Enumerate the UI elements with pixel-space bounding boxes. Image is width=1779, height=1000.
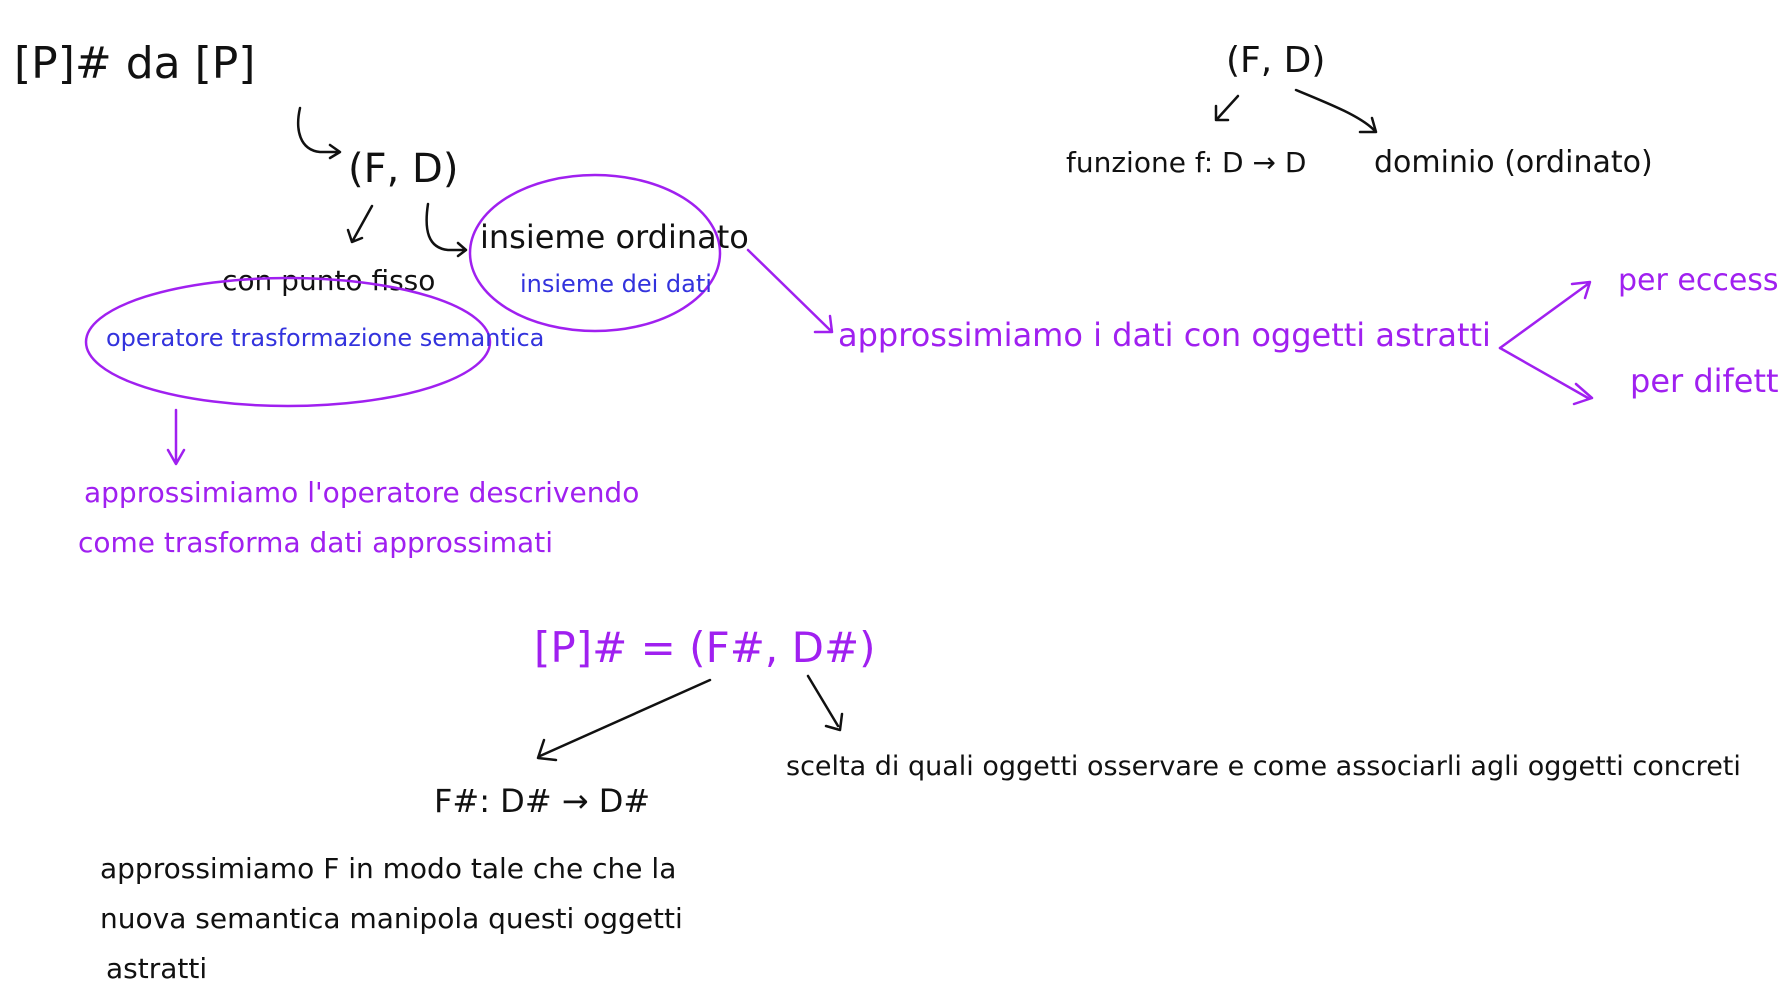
arrow-to-approx-operator (166, 408, 186, 466)
operator-ellipse (84, 276, 492, 408)
function-label: funzione f: D → D (1066, 146, 1306, 179)
approx-f-line-3: astratti (106, 952, 207, 985)
data-set-label: insieme dei dati (520, 270, 712, 298)
hook-arrow-to-ordered-set (425, 202, 468, 258)
by-excess-label: per eccesso (1618, 263, 1779, 298)
arrow-to-by-defect (1498, 346, 1594, 406)
ordered-set-ellipse (468, 173, 722, 333)
arrow-to-by-excess (1498, 280, 1592, 350)
arrow-to-domain (1294, 88, 1378, 134)
abstract-function-label: F#: D# → D# (434, 782, 650, 820)
abstract-semantics: [P]# = (F#, D#) (534, 623, 876, 672)
arrow-to-choice-objects (806, 674, 844, 732)
right-fd-pair: (F, D) (1226, 40, 1325, 81)
approx-f-line-1: approssimiamo F in modo tale che che la (100, 852, 676, 885)
approx-operator-line-1: approssimiamo l'operatore descrivendo (84, 476, 639, 509)
arrow-to-fixed-point (346, 204, 374, 244)
by-defect-label: per difetto (1630, 362, 1779, 400)
hook-arrow-to-fd (296, 106, 342, 160)
approx-data-label: approssimiamo i dati con oggetti astratt… (838, 316, 1491, 354)
choice-objects-label: scelta di quali oggetti osservare e come… (786, 751, 1741, 782)
top-left-title: [P]# da [P] (14, 38, 255, 89)
arrow-to-approx-data (746, 248, 834, 334)
approx-operator-line-2: come trasforma dati approssimati (78, 526, 553, 559)
fixed-point-label: con punto fisso (222, 264, 435, 297)
fd-pair: (F, D) (348, 146, 458, 192)
semantic-operator-label: operatore trasformazione semantica (106, 324, 544, 352)
ordered-set-label: insieme ordinato (480, 218, 749, 256)
approx-f-line-2: nuova semantica manipola questi oggetti (100, 902, 683, 935)
arrow-to-abstract-function (536, 678, 712, 762)
domain-label: dominio (ordinato) (1374, 145, 1653, 180)
arrow-to-function (1214, 94, 1240, 122)
